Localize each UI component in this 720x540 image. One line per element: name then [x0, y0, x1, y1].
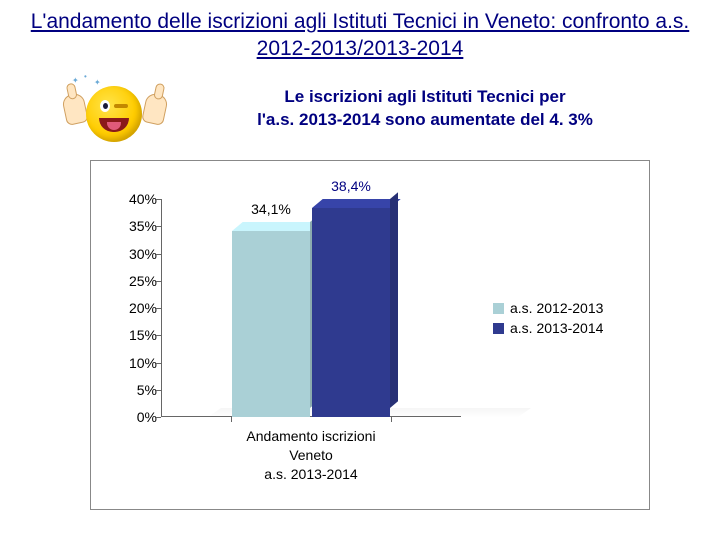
y-tick-label: 10% — [101, 355, 157, 371]
y-tick-label: 15% — [101, 327, 157, 343]
legend-label: a.s. 2012-2013 — [510, 300, 603, 316]
subtitle-line2: l'a.s. 2013-2014 sono aumentate del 4. 3… — [257, 110, 593, 129]
legend: a.s. 2012-2013 a.s. 2013-2014 — [493, 296, 633, 340]
y-tick-label: 25% — [101, 273, 157, 289]
y-tick-label: 20% — [101, 300, 157, 316]
legend-swatch — [493, 323, 504, 334]
plot-area: 0%5%10%15%20%25%30%35%40% 34,1%38,4% — [161, 199, 461, 417]
legend-item: a.s. 2013-2014 — [493, 320, 633, 336]
legend-label: a.s. 2013-2014 — [510, 320, 603, 336]
thumbs-up-emoji: ✦ • ✦ — [70, 76, 160, 156]
slide-title: L'andamento delle iscrizioni agli Istitu… — [0, 0, 720, 67]
y-tick-label: 0% — [101, 409, 157, 425]
y-tick-label: 5% — [101, 382, 157, 398]
bar-value-label: 38,4% — [316, 178, 386, 194]
bar — [232, 231, 310, 417]
subtitle: Le iscrizioni agli Istituti Tecnici per … — [190, 86, 660, 132]
x-axis-label: Andamento iscrizioni Veneto a.s. 2013-20… — [161, 427, 461, 484]
legend-item: a.s. 2012-2013 — [493, 300, 633, 316]
y-axis — [161, 199, 162, 417]
y-tick-label: 30% — [101, 246, 157, 262]
x-axis — [161, 416, 461, 417]
y-tick-label: 40% — [101, 191, 157, 207]
bar-chart: 0%5%10%15%20%25%30%35%40% 34,1%38,4% And… — [90, 160, 650, 510]
y-tick-label: 35% — [101, 218, 157, 234]
subtitle-line1: Le iscrizioni agli Istituti Tecnici per — [284, 87, 565, 106]
bar — [312, 208, 390, 417]
bar-value-label: 34,1% — [236, 201, 306, 217]
legend-swatch — [493, 303, 504, 314]
